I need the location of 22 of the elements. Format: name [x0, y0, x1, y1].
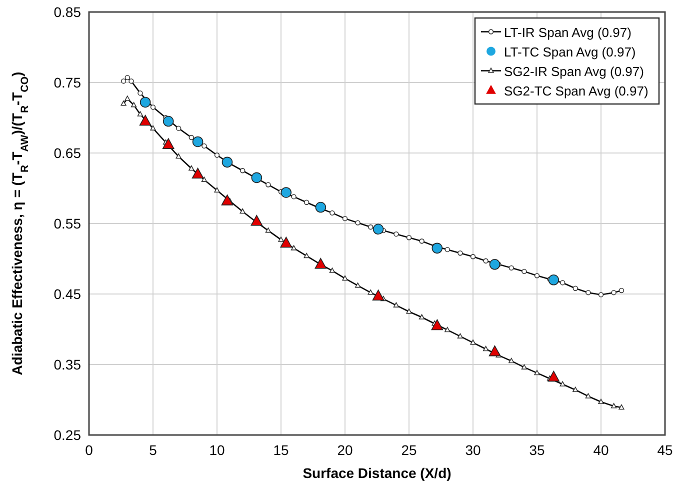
x-tick-label: 45: [657, 442, 673, 458]
x-tick-label: 30: [465, 442, 481, 458]
x-tick-label: 40: [593, 442, 609, 458]
x-tick-label: 35: [529, 442, 545, 458]
y-tick-label: 0.35: [54, 356, 82, 372]
x-tick-label: 10: [209, 442, 225, 458]
x-tick-label: 25: [401, 442, 417, 458]
x-tick-label: 5: [149, 442, 158, 458]
legend-label: LT-IR Span Avg (0.97): [504, 24, 632, 40]
y-tick-label: 0.45: [54, 286, 82, 302]
x-axis-title: Surface Distance (X/d): [302, 465, 452, 481]
y-tick-label: 0.65: [54, 145, 82, 161]
y-tick-label: 0.55: [54, 216, 82, 232]
y-tick-label: 0.85: [54, 4, 82, 20]
y-tick-label: 0.25: [54, 427, 82, 443]
x-tick-label: 20: [337, 442, 353, 458]
x-tick-label: 15: [273, 442, 289, 458]
y-tick-label: 0.75: [54, 74, 82, 90]
legend-label: SG2-TC Span Avg (0.97): [504, 83, 648, 98]
x-tick-label: 0: [85, 442, 94, 458]
legend-label: LT-TC Span Avg (0.97): [504, 44, 636, 60]
legend-label: SG2-IR Span Avg (0.97): [504, 64, 644, 79]
